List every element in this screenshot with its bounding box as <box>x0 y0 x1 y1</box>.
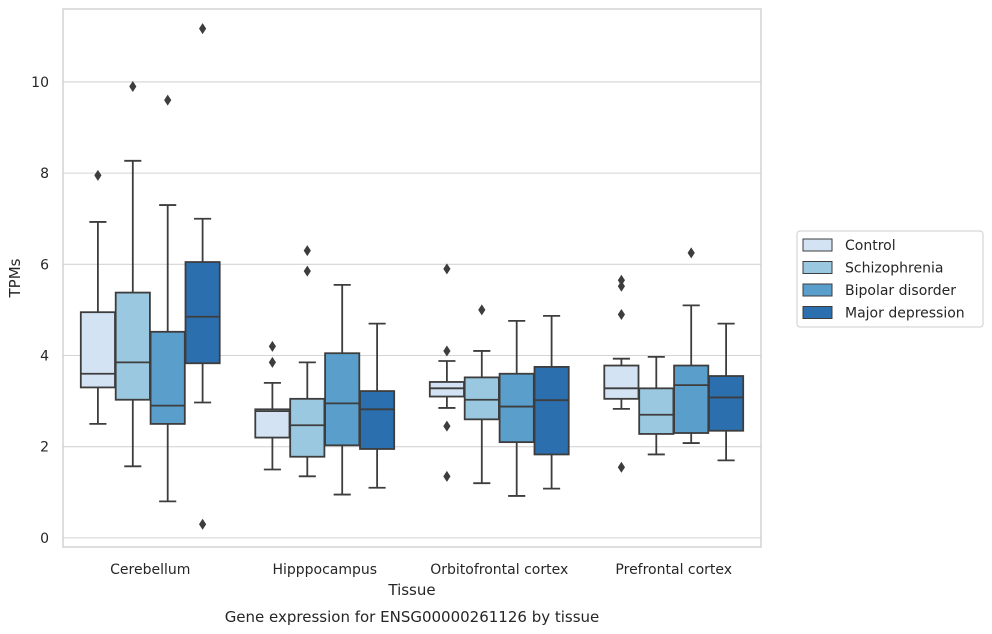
plot-frame <box>62 8 762 548</box>
outlier-point <box>617 274 625 286</box>
outlier-point <box>443 420 451 432</box>
legend-label: Schizophrenia <box>845 261 943 277</box>
legend-frame <box>796 230 984 328</box>
outlier-point <box>199 23 207 35</box>
outlier-point <box>617 308 625 320</box>
iqr-box <box>254 408 291 439</box>
outlier-point <box>268 340 276 352</box>
box-schizophrenia <box>114 81 151 468</box>
box-major-depression <box>533 314 570 490</box>
box-control <box>254 340 291 471</box>
iqr-box <box>324 352 361 447</box>
y-tick-label: 6 <box>40 257 49 273</box>
x-tick-labels: Cerebellum Hipppocampus Orbitofrontal cort… <box>110 562 732 578</box>
outlier-point <box>164 94 172 106</box>
iqr-box <box>289 397 326 458</box>
y-tick-label: 10 <box>31 75 49 91</box>
chart-caption: Gene expression for ENSG00000261126 by t… <box>225 608 600 626</box>
iqr-box <box>673 364 710 434</box>
legend-label: Control <box>845 238 896 254</box>
outlier-point <box>443 345 451 357</box>
iqr-box <box>533 366 570 456</box>
y-tick-label: 0 <box>40 531 49 547</box>
box-schizophrenia <box>289 245 326 478</box>
iqr-box <box>638 387 675 435</box>
x-tick-label: Orbitofrontal cortex <box>430 562 568 578</box>
legend-label: Bipolar disorder <box>845 283 956 299</box>
legend-swatch <box>802 283 833 297</box>
iqr-box <box>79 311 116 389</box>
y-tick-label: 8 <box>40 166 49 182</box>
outlier-point <box>617 461 625 473</box>
outlier-point <box>268 356 276 368</box>
iqr-box <box>149 330 186 425</box>
box-control <box>428 263 465 482</box>
outlier-point <box>303 245 311 257</box>
outlier-point <box>129 81 137 93</box>
outlier-point <box>443 263 451 275</box>
legend-swatch <box>802 238 833 252</box>
outlier-point <box>617 280 625 292</box>
y-tick-label: 4 <box>40 349 49 365</box>
outlier-point <box>303 265 311 277</box>
box-major-depression <box>184 23 221 530</box>
iqr-box <box>708 375 745 432</box>
x-tick-label: Prefrontal cortex <box>615 562 732 578</box>
outlier-point <box>687 247 695 259</box>
x-axis-label: Tissue <box>387 581 435 599</box>
legend: Control Schizophrenia Bipolar disorder Majo… <box>796 230 984 328</box>
box-bipolar-disorder <box>673 247 710 444</box>
iqr-box <box>114 291 151 401</box>
box-major-depression <box>359 322 396 489</box>
iqr-box <box>463 376 500 421</box>
box-bipolar-disorder <box>149 94 186 503</box>
legend-swatch <box>802 261 833 274</box>
outlier-point <box>94 169 102 181</box>
iqr-box <box>359 390 396 450</box>
y-tick-labels: 0 2 4 6 8 10 <box>31 75 49 547</box>
x-tick-label: Cerebellum <box>110 562 190 578</box>
x-tick-label: Hipppocampus <box>272 562 377 578</box>
outlier-point <box>199 518 207 530</box>
boxes <box>79 23 745 530</box>
box-control <box>603 274 640 473</box>
outlier-point <box>443 470 451 482</box>
legend-label: Major depression <box>845 306 965 322</box>
box-control <box>79 169 116 425</box>
box-bipolar-disorder <box>498 319 535 497</box>
box-bipolar-disorder <box>324 283 361 496</box>
legend-swatch <box>802 306 833 319</box>
iqr-box <box>428 381 465 398</box>
box-schizophrenia <box>638 355 675 456</box>
iqr-box <box>498 372 535 444</box>
y-tick-label: 2 <box>40 440 49 456</box>
box-schizophrenia <box>463 304 500 485</box>
outlier-point <box>478 304 486 316</box>
y-axis-label: TPMs <box>6 258 24 298</box>
iqr-box <box>184 261 221 365</box>
iqr-box <box>603 364 640 400</box>
box-major-depression <box>708 322 745 462</box>
